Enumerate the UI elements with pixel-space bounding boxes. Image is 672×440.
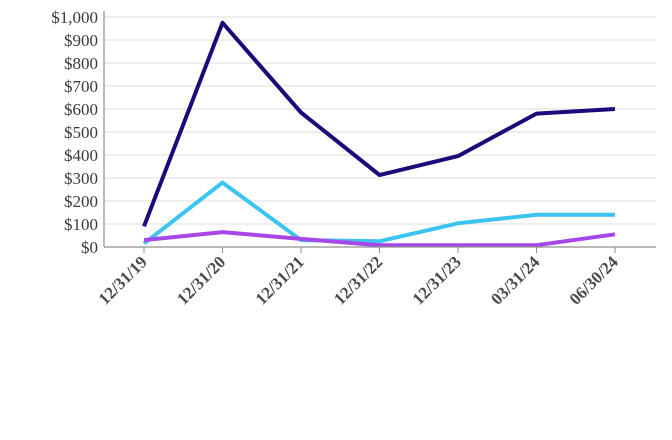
series-line-1 — [142, 20, 616, 228]
y-axis-tick-labels: $0 $100 $200 $300 $400 $500 $600 $700 $800 $900 $1… — [51, 8, 98, 257]
x-tick-label: 12/31/19 — [95, 252, 151, 308]
series-line-2 — [142, 180, 615, 246]
x-tick-label: 12/31/23 — [409, 252, 465, 308]
y-tick-label: $500 — [64, 123, 98, 142]
x-tick-label: 03/31/24 — [487, 252, 544, 309]
y-tick-label: $400 — [64, 146, 98, 165]
y-tick-label: $600 — [64, 100, 98, 119]
y-tick-label: $100 — [64, 215, 98, 234]
y-tick-label: $300 — [64, 169, 98, 188]
y-tick-label: $0 — [81, 238, 98, 257]
series-line-3 — [143, 230, 616, 248]
y-tick-label: $700 — [64, 77, 98, 96]
x-tick-label: 06/30/24 — [566, 252, 623, 309]
series-lines — [142, 20, 616, 248]
axes — [103, 11, 656, 253]
y-tick-label: $200 — [64, 192, 98, 211]
y-tick-label: $800 — [64, 54, 98, 73]
x-tick-label: 12/31/21 — [252, 252, 308, 308]
y-tick-label: $900 — [64, 31, 98, 50]
x-tick-label: 12/31/20 — [173, 252, 229, 308]
x-axis-tick-labels: 12/31/19 12/31/20 12/31/21 12/31/22 12/31/23… — [95, 252, 623, 309]
x-tick-label: 12/31/22 — [330, 252, 386, 308]
y-tick-label: $1,000 — [51, 8, 98, 27]
